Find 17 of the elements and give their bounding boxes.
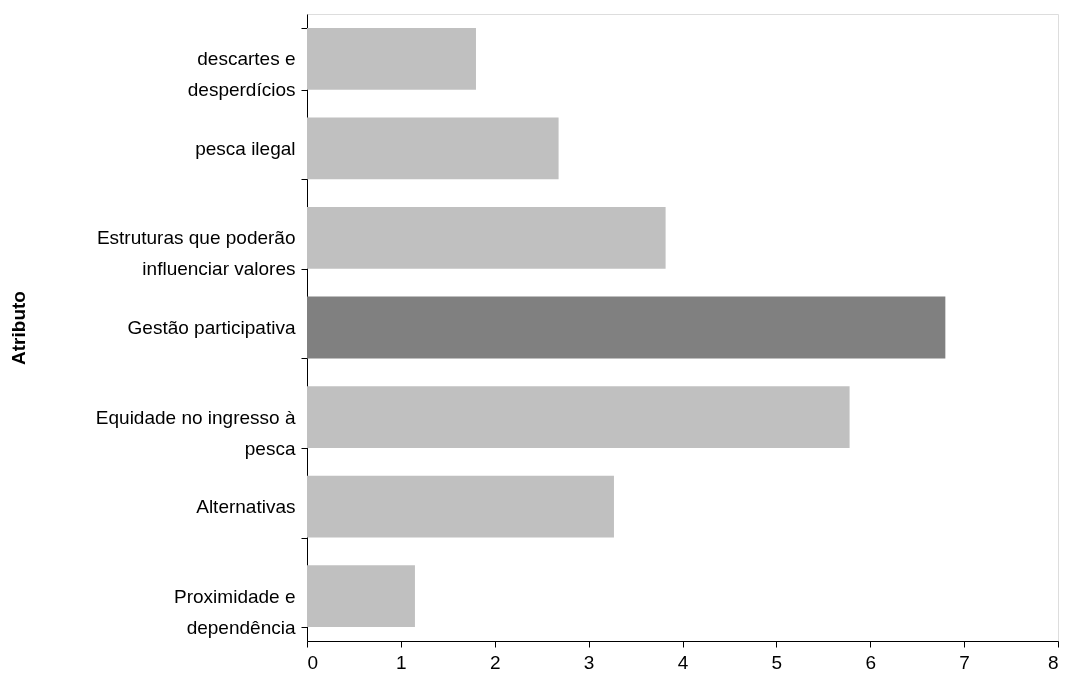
- x-tick-label: 4: [677, 651, 689, 673]
- x-tick-label: 0: [307, 651, 319, 673]
- y-tick-label: descartes e desperdícios: [187, 48, 296, 101]
- y-tick-label: Gestão participativa: [127, 317, 296, 338]
- y-tick-label: pesca ilegal: [195, 137, 296, 159]
- y-tick-label: Estruturas que poderão influenciar valores: [96, 227, 296, 280]
- y-tick-label: Proximidade e dependência: [174, 585, 296, 638]
- x-tick-label: 7: [959, 651, 970, 673]
- x-tick-label: 6: [865, 651, 877, 673]
- x-tick-label: 5: [771, 651, 783, 673]
- y-tick-label: Alternativas: [196, 496, 296, 518]
- x-tick-label: 2: [489, 651, 501, 673]
- y-tick-label: Equidade no ingresso à pesca: [95, 406, 296, 459]
- y-axis-title: Atributo: [7, 291, 29, 365]
- x-tick-label: 1: [396, 651, 407, 673]
- x-tick-label: 8: [1047, 651, 1059, 673]
- x-tick-label: 3: [583, 651, 595, 673]
